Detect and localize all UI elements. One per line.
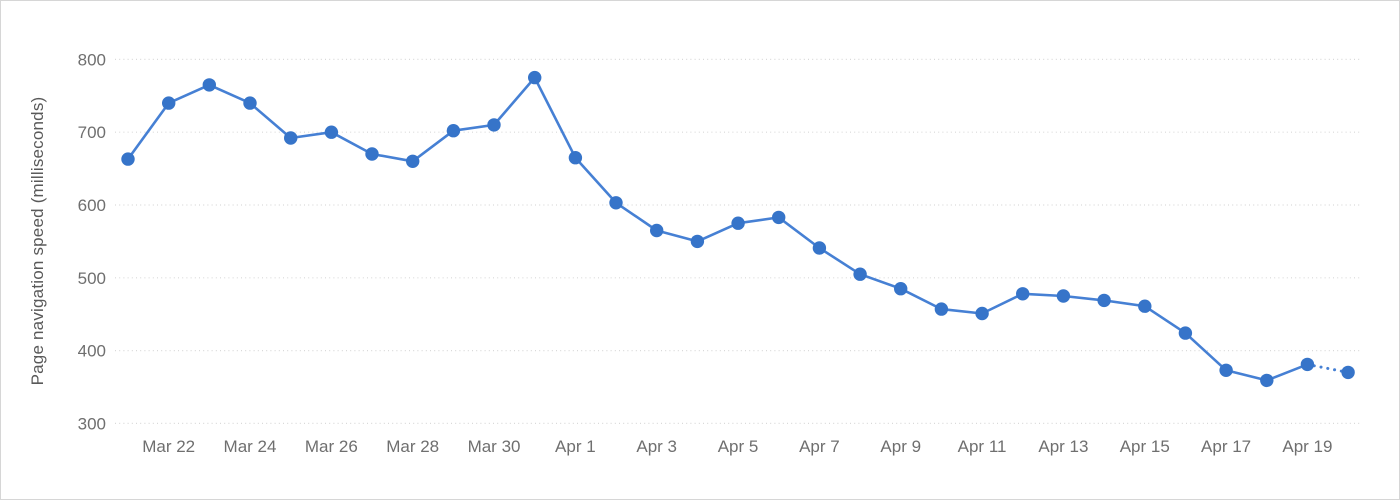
data-point-marker[interactable] bbox=[772, 210, 786, 225]
data-point-marker[interactable] bbox=[975, 306, 989, 321]
data-point-marker[interactable] bbox=[934, 302, 949, 316]
y-axis-title: Page navigation speed (milliseconds) bbox=[28, 97, 47, 386]
x-tick-label: Apr 5 bbox=[718, 437, 759, 456]
data-point-marker[interactable] bbox=[894, 282, 908, 296]
x-tick-label: Apr 9 bbox=[880, 437, 921, 456]
data-point-marker[interactable] bbox=[568, 151, 583, 165]
data-point-marker[interactable] bbox=[162, 96, 176, 110]
x-tick-label: Mar 22 bbox=[142, 437, 195, 456]
x-tick-label: Mar 24 bbox=[224, 437, 277, 456]
data-point-marker[interactable] bbox=[1300, 357, 1315, 372]
y-tick-label: 700 bbox=[78, 123, 106, 142]
x-tick-label: Apr 15 bbox=[1120, 437, 1170, 456]
y-tick-label: 400 bbox=[78, 342, 106, 361]
data-point-marker[interactable] bbox=[487, 118, 501, 132]
x-tick-label: Apr 3 bbox=[636, 437, 677, 456]
x-tick-label: Mar 28 bbox=[386, 437, 439, 456]
series-line bbox=[126, 76, 1309, 382]
data-point-marker[interactable] bbox=[650, 223, 664, 238]
data-point-marker[interactable] bbox=[853, 267, 867, 281]
axis-labels-layer: 800 700 600 500 400 300 Mar 22 Mar 24 Mar 26 Mar … bbox=[78, 50, 1333, 456]
data-point-marker[interactable] bbox=[690, 234, 705, 249]
data-point-marker[interactable] bbox=[1341, 365, 1355, 380]
data-point-marker[interactable] bbox=[731, 216, 745, 230]
x-tick-label: Apr 17 bbox=[1201, 437, 1251, 456]
x-tick-label: Mar 26 bbox=[305, 437, 358, 456]
x-tick-label: Mar 30 bbox=[468, 437, 521, 456]
y-tick-label: 500 bbox=[78, 269, 106, 288]
data-point-marker[interactable] bbox=[528, 70, 542, 85]
y-tick-label: 800 bbox=[78, 50, 106, 69]
data-point-marker[interactable] bbox=[365, 147, 379, 161]
data-point-marker[interactable] bbox=[812, 241, 827, 255]
data-point-marker[interactable] bbox=[609, 196, 623, 210]
data-point-marker[interactable] bbox=[202, 78, 216, 92]
y-tick-label: 600 bbox=[78, 196, 106, 215]
data-point-marker[interactable] bbox=[324, 125, 339, 139]
data-point-marker[interactable] bbox=[284, 131, 298, 145]
x-tick-label: Apr 11 bbox=[958, 437, 1007, 456]
y-tick-label: 300 bbox=[78, 414, 106, 433]
data-point-marker[interactable] bbox=[1097, 293, 1111, 308]
data-point-marker[interactable] bbox=[406, 154, 420, 168]
series-layer bbox=[121, 70, 1355, 388]
data-point-marker[interactable] bbox=[1260, 373, 1274, 388]
data-point-marker[interactable] bbox=[1138, 299, 1152, 313]
data-point-marker[interactable] bbox=[243, 96, 257, 110]
gridlines-layer bbox=[115, 58, 1360, 424]
data-point-marker[interactable] bbox=[1056, 289, 1071, 303]
x-tick-label: Apr 7 bbox=[799, 437, 840, 456]
x-tick-label: Apr 1 bbox=[555, 437, 596, 456]
x-tick-label: Apr 19 bbox=[1282, 437, 1332, 456]
data-point-marker[interactable] bbox=[1016, 287, 1030, 301]
data-point-marker[interactable] bbox=[1219, 363, 1233, 377]
x-tick-label: Apr 13 bbox=[1038, 437, 1088, 456]
data-point-marker[interactable] bbox=[446, 124, 461, 138]
series-line-dotted-segment bbox=[1305, 362, 1350, 374]
data-point-marker[interactable] bbox=[121, 152, 135, 166]
data-point-marker[interactable] bbox=[1178, 326, 1193, 340]
